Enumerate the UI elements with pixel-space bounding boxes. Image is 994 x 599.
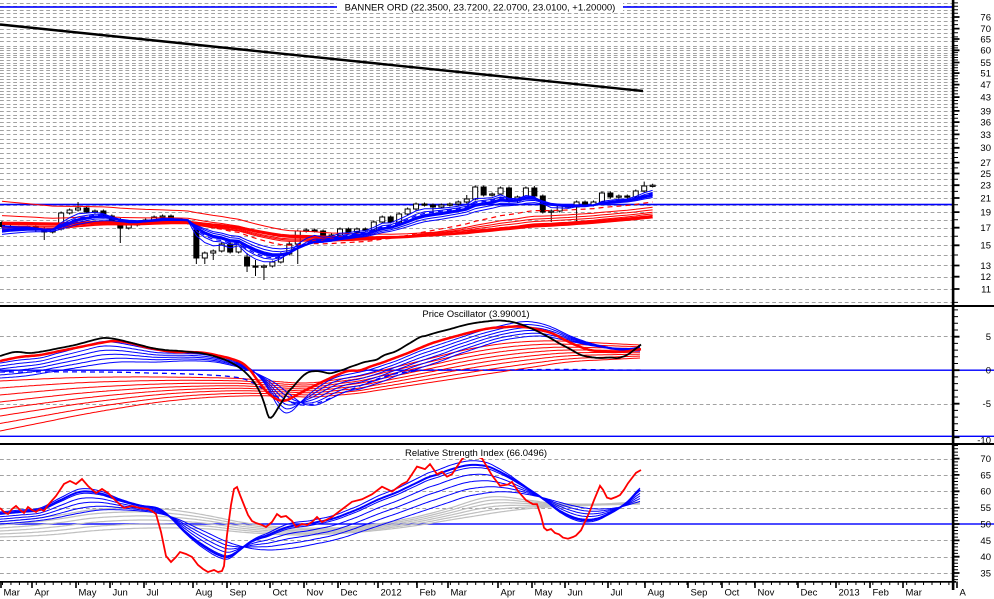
svg-text:Jun: Jun <box>568 588 583 599</box>
svg-text:43: 43 <box>980 93 991 104</box>
svg-text:36: 36 <box>980 118 991 129</box>
svg-text:50: 50 <box>980 519 991 530</box>
svg-text:Dec: Dec <box>341 588 358 599</box>
svg-text:Mar: Mar <box>451 588 467 599</box>
svg-text:Aug: Aug <box>648 588 665 599</box>
svg-text:47: 47 <box>980 80 991 91</box>
svg-text:-5: -5 <box>983 399 991 410</box>
svg-text:Feb: Feb <box>420 588 436 599</box>
svg-text:BANNER ORD (22.3500, 23.7200,: BANNER ORD (22.3500, 23.7200, 22.0700, 2… <box>345 3 616 14</box>
svg-text:21: 21 <box>980 193 991 204</box>
svg-text:0: 0 <box>986 366 991 377</box>
svg-text:Oct: Oct <box>273 588 288 599</box>
svg-text:39: 39 <box>980 106 991 117</box>
svg-text:23: 23 <box>980 181 991 192</box>
svg-text:2012: 2012 <box>381 588 402 599</box>
svg-text:65: 65 <box>980 470 991 481</box>
svg-text:55: 55 <box>980 503 991 514</box>
svg-text:Nov: Nov <box>307 588 324 599</box>
svg-text:25: 25 <box>980 169 991 180</box>
svg-text:A: A <box>960 588 967 599</box>
svg-text:2013: 2013 <box>839 588 860 599</box>
svg-text:19: 19 <box>980 208 991 219</box>
svg-text:Aug: Aug <box>196 588 213 599</box>
svg-text:55: 55 <box>980 58 991 69</box>
svg-text:Jun: Jun <box>113 588 128 599</box>
svg-text:40: 40 <box>980 552 991 563</box>
svg-text:27: 27 <box>980 158 991 169</box>
svg-text:Apr: Apr <box>501 588 516 599</box>
svg-text:60: 60 <box>980 487 991 498</box>
svg-text:Mar: Mar <box>4 588 20 599</box>
svg-text:Feb: Feb <box>873 588 889 599</box>
svg-text:35: 35 <box>980 568 991 579</box>
svg-text:60: 60 <box>980 46 991 57</box>
svg-text:May: May <box>535 588 553 599</box>
svg-text:Dec: Dec <box>801 588 818 599</box>
svg-text:65: 65 <box>980 34 991 45</box>
svg-text:Sep: Sep <box>230 588 247 599</box>
svg-text:Jul: Jul <box>147 588 159 599</box>
svg-text:Mar: Mar <box>906 588 922 599</box>
svg-text:Jul: Jul <box>611 588 623 599</box>
svg-text:15: 15 <box>980 241 991 252</box>
svg-text:5: 5 <box>986 332 991 343</box>
svg-text:-10: -10 <box>977 436 991 447</box>
svg-text:12: 12 <box>980 272 991 283</box>
svg-text:30: 30 <box>980 143 991 154</box>
svg-text:17: 17 <box>980 223 991 234</box>
svg-text:May: May <box>79 588 97 599</box>
svg-text:76: 76 <box>980 12 991 23</box>
svg-text:45: 45 <box>980 536 991 547</box>
svg-text:Relative Strength Index (66.04: Relative Strength Index (66.0496) <box>405 448 547 459</box>
svg-text:Sep: Sep <box>691 588 708 599</box>
svg-text:70: 70 <box>980 454 991 465</box>
svg-text:33: 33 <box>980 130 991 141</box>
svg-text:13: 13 <box>980 261 991 272</box>
svg-text:Nov: Nov <box>758 588 775 599</box>
svg-text:Apr: Apr <box>35 588 50 599</box>
svg-text:Price Oscillator (3.99001): Price Oscillator (3.99001) <box>422 309 529 320</box>
svg-text:51: 51 <box>980 69 991 80</box>
svg-text:Oct: Oct <box>725 588 740 599</box>
svg-text:70: 70 <box>980 24 991 35</box>
svg-text:11: 11 <box>981 284 991 295</box>
